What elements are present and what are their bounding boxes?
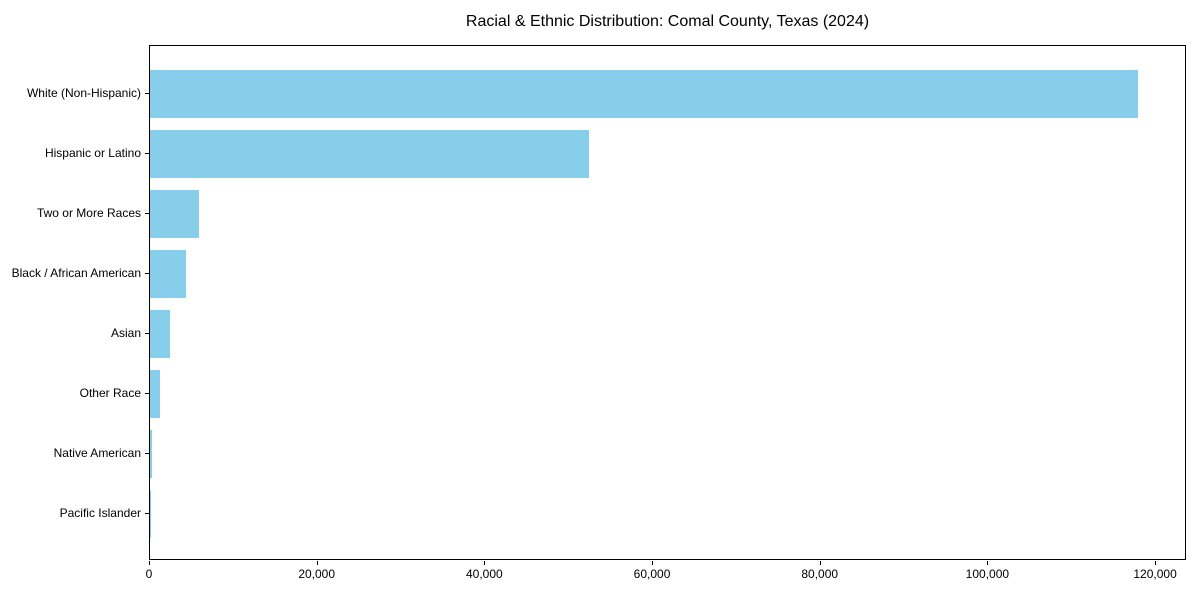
x-tick-mark xyxy=(316,561,318,565)
y-axis-label-native-american: Native American xyxy=(53,445,141,460)
x-tick-mark xyxy=(652,561,654,565)
x-tick-mark xyxy=(819,561,821,565)
y-axis-label-pacific-islander: Pacific Islander xyxy=(59,505,141,520)
x-tick-mark xyxy=(484,561,486,565)
bar-native-american xyxy=(150,429,152,478)
bar-hispanic-or-latino xyxy=(150,129,590,178)
bar-two-or-more-races xyxy=(150,189,199,238)
y-tick-mark xyxy=(145,452,149,454)
y-axis-label-black-african-american: Black / African American xyxy=(11,265,141,280)
x-tick-mark xyxy=(149,561,150,565)
x-tick-label: 100,000 xyxy=(965,567,1010,581)
bar-other-race xyxy=(150,369,161,418)
x-tick-mark xyxy=(1155,561,1157,565)
y-tick-mark xyxy=(145,392,149,394)
x-tick-mark xyxy=(987,561,989,565)
chart-title: Racial & Ethnic Distribution: Comal Coun… xyxy=(465,13,870,30)
bar-black-african-american xyxy=(150,249,187,298)
y-tick-mark xyxy=(145,152,149,154)
y-axis-label-hispanic-or-latino: Hispanic or Latino xyxy=(44,145,141,160)
y-axis-label-asian: Asian xyxy=(110,325,141,340)
x-tick-label: 40,000 xyxy=(465,567,503,581)
y-tick-mark xyxy=(145,512,149,514)
y-tick-mark xyxy=(145,212,149,214)
y-axis-label-white-non-hispanic: White (Non-Hispanic) xyxy=(26,85,141,100)
bar-white-non-hispanic xyxy=(150,69,1138,118)
y-tick-mark xyxy=(145,272,149,274)
x-tick-label: 120,000 xyxy=(1133,567,1177,581)
y-tick-mark xyxy=(145,92,149,94)
y-tick-mark xyxy=(145,332,149,334)
y-axis-label-two-or-more-races: Two or More Races xyxy=(36,205,141,220)
x-tick-label: 20,000 xyxy=(298,567,336,581)
x-tick-label: 60,000 xyxy=(633,567,671,581)
x-tick-label: 0 xyxy=(145,567,153,581)
plot-area xyxy=(149,45,1186,560)
x-tick-label: 80,000 xyxy=(801,567,839,581)
bar-asian xyxy=(150,309,171,358)
y-axis-label-other-race: Other Race xyxy=(79,385,141,400)
